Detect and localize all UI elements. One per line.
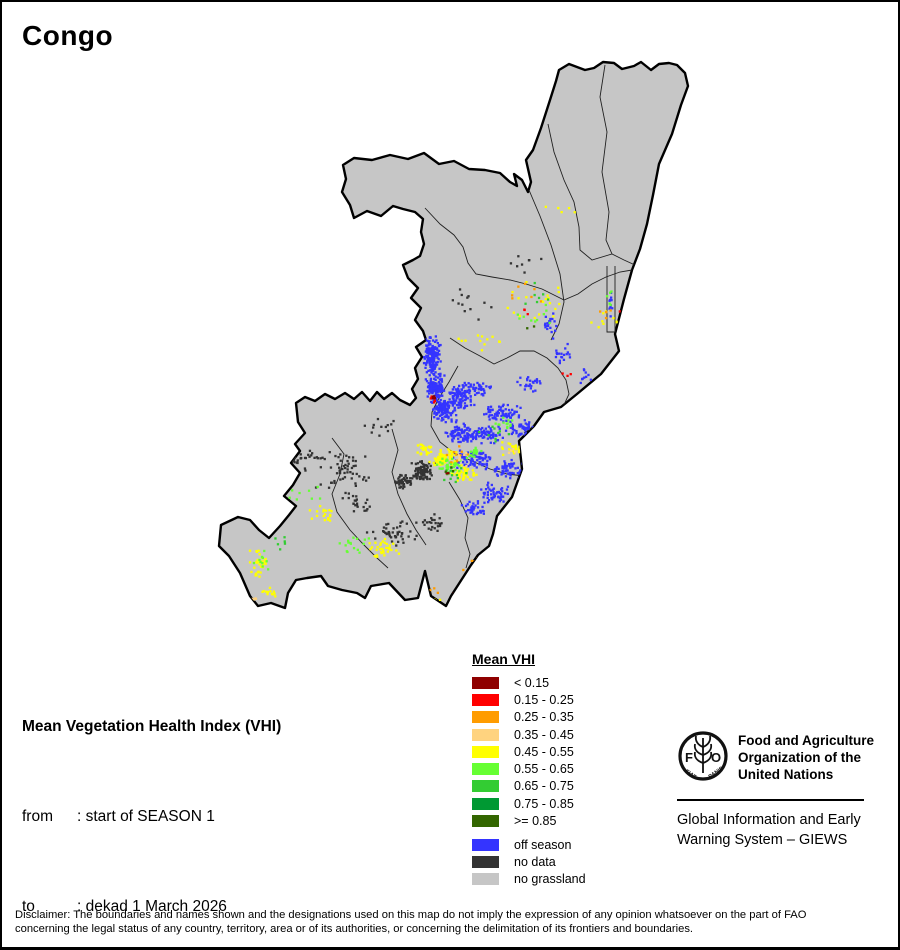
legend-title: Mean VHI [472,651,536,667]
giews-name: Global Information and Early Warning Sys… [677,810,877,850]
legend-item-label: no data [514,854,556,869]
info-to-value: : dekad 1 March 2026 [77,898,227,915]
info-from-label: from [22,808,53,825]
legend-swatch [472,693,499,706]
legend-item-label: 0.25 - 0.35 [514,710,574,725]
info-to-label: to [22,898,35,915]
legend-swatch [472,676,499,689]
page-title: Congo [22,20,114,51]
info-from-value: : start of SEASON 1 [77,808,215,825]
legend-item: 0.65 - 0.75 [472,778,574,795]
legend-item: < 0.15 [472,674,574,691]
legend-item-label: no grassland [514,872,586,887]
fao-divider [677,799,864,801]
legend-swatch [472,873,499,886]
legend-item: no grassland [472,871,586,888]
fao-block: F O FIAT PANIS Food and Agriculture Orga… [677,729,877,850]
info-from-line: from : start of SEASON 1 [22,802,305,832]
legend-item-label: < 0.15 [514,675,550,690]
giews-line: Warning System – GIEWS [677,832,848,848]
legend-item-label: 0.75 - 0.85 [514,796,574,811]
legend-item: >= 0.85 [472,812,574,829]
legend-swatch [472,855,499,868]
fao-letter-f: F [685,750,693,765]
legend-item: no data [472,853,586,870]
legend-item-label: 0.65 - 0.75 [514,779,574,794]
legend-extra-items: off season no data no grassland [472,836,586,888]
legend-item: off season [472,836,586,853]
legend-item: 0.45 - 0.55 [472,743,574,760]
legend-swatch [472,763,499,776]
legend-item: 0.55 - 0.65 [472,760,574,777]
legend-swatch [472,745,499,758]
fao-org-name: Food and Agriculture Organization of the… [738,732,874,783]
disclaimer-line: Disclaimer: The boundaries and names sho… [15,909,807,921]
legend-item-label: 0.45 - 0.55 [514,744,574,759]
legend: Mean VHI < 0.15 0.15 - 0.25 0.25 - 0.35 0.3… [472,651,574,830]
fao-org-line: Food and Agriculture [738,733,874,748]
info-to-line: to : dekad 1 March 2026 [22,892,305,922]
fao-org-line: Organization of the [738,750,861,765]
fao-letter-o: O [711,750,721,765]
legend-item-label: >= 0.85 [514,814,557,829]
legend-item-label: 0.35 - 0.45 [514,727,574,742]
legend-swatch [472,711,499,724]
info-heading: Mean Vegetation Health Index (VHI) [22,718,282,735]
country-shape [217,60,690,610]
legend-swatch [472,780,499,793]
legend-item-label: 0.15 - 0.25 [514,692,574,707]
legend-item: 0.35 - 0.45 [472,726,574,743]
fao-org-line: United Nations [738,767,834,782]
legend-swatch [472,815,499,828]
legend-item: 0.75 - 0.85 [472,795,574,812]
legend-item-label: off season [514,837,572,852]
giews-line: Global Information and Early [677,812,861,828]
map-info-block: Mean Vegetation Health Index (VHI) from:… [22,652,305,947]
legend-items: < 0.15 0.15 - 0.25 0.25 - 0.35 0.35 - 0.45 0… [472,674,574,830]
legend-item-label: 0.55 - 0.65 [514,762,574,777]
disclaimer-line: concerning the legal status of any count… [15,923,694,935]
disclaimer: Disclaimer: The boundaries and names sho… [15,908,891,936]
legend-swatch [472,797,499,810]
legend-item: 0.25 - 0.35 [472,709,574,726]
fao-logo-icon: F O FIAT PANIS [678,731,728,781]
legend-swatch [472,728,499,741]
legend-swatch [472,838,499,851]
legend-item: 0.15 - 0.25 [472,691,574,708]
